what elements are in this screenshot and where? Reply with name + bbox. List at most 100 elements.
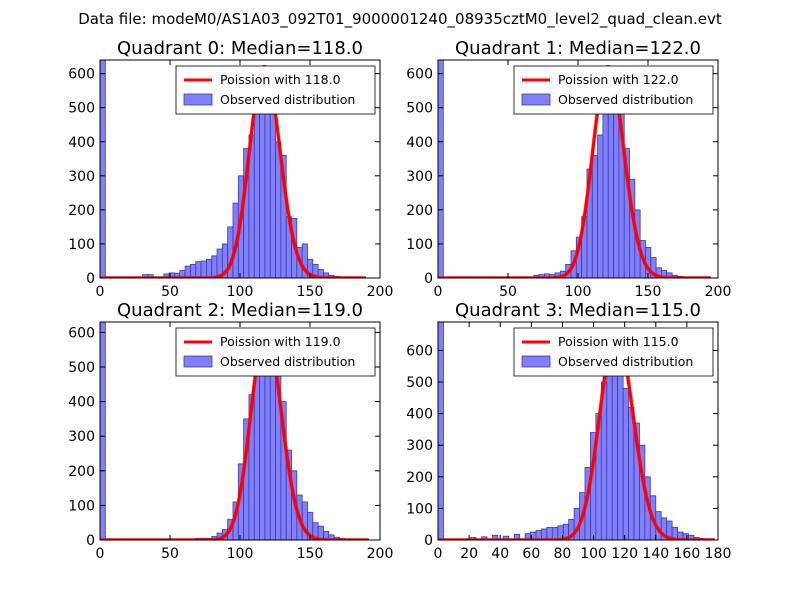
histogram-bar	[602, 86, 609, 278]
quadrant-3-subplot: 0 20 40 60 80 100 120 140 160 1800100200300400500…	[406, 300, 731, 562]
figure-suptitle: Data file: modeM0/AS1A03_092T01_90000012…	[78, 10, 722, 29]
x-tick-label: 100	[227, 284, 254, 300]
y-tick-label: 400	[68, 395, 95, 411]
legend-hist-label: Observed distribution	[220, 354, 355, 369]
quadrant-0-subplot: 0 50 100 150 200 0 100 200 300 400 500 600 Quadrant …	[68, 38, 393, 300]
y-tick-label: 200	[406, 203, 433, 219]
x-tick-label: 200	[367, 284, 394, 300]
histogram-bar	[100, 322, 106, 540]
x-tick-label: 200	[705, 284, 732, 300]
y-tick-label: 300	[68, 169, 95, 185]
x-tick-label: 0	[434, 546, 443, 562]
x-tick-label: 20	[460, 546, 478, 562]
x-tick-label: 40	[491, 546, 509, 562]
x-tick-label: 140	[642, 546, 669, 562]
x-tick-label: 150	[297, 284, 324, 300]
y-tick-label: 500	[406, 101, 433, 117]
poisson-curve	[438, 331, 715, 540]
histogram-bar	[597, 134, 604, 278]
y-tick-label: 300	[406, 169, 433, 185]
legend-hist-swatch	[183, 93, 213, 106]
histogram-bar	[200, 260, 207, 278]
histogram-bar	[269, 359, 276, 540]
y-tick-label: 600	[406, 67, 433, 83]
x-tick-label: 180	[705, 546, 732, 562]
histogram-bar	[100, 60, 106, 278]
y-tick-label: 0	[424, 533, 433, 549]
histogram-bar	[259, 352, 266, 540]
x-tick-label: 150	[635, 284, 662, 300]
x-tick-label: 50	[161, 546, 179, 562]
y-tick-label: 500	[68, 101, 95, 117]
y-tick-label: 0	[86, 271, 95, 287]
histogram-bar	[253, 107, 260, 278]
y-tick-label: 500	[68, 360, 95, 376]
y-tick-label: 100	[68, 237, 95, 253]
x-tick-label: 150	[297, 546, 324, 562]
y-tick-label: 200	[68, 203, 95, 219]
legend-hist-swatch	[521, 93, 551, 106]
legend-box	[513, 327, 714, 377]
x-tick-label: 0	[96, 284, 105, 300]
histogram-bar	[438, 60, 444, 278]
x-tick-label: 100	[580, 546, 607, 562]
x-tick-label: 100	[565, 284, 592, 300]
y-tick-label: 100	[68, 498, 95, 514]
quadrant-2-subplot: 0 50 100 150 200 0 100 200 300 400 500 600 Quadrant …	[68, 300, 393, 562]
y-tick-label: 100	[406, 237, 433, 253]
legend-box	[175, 327, 376, 377]
legend: Poission with 118.0 Observed distribution	[175, 65, 376, 115]
histogram-bar	[211, 255, 218, 278]
histogram-bar	[190, 263, 197, 278]
y-tick-label: 400	[406, 135, 433, 151]
legend: Poission with 115.0 Observed distribution	[513, 327, 714, 377]
x-tick-label: 120	[611, 546, 638, 562]
x-tick-label: 50	[499, 284, 517, 300]
y-tick-label: 100	[406, 501, 433, 517]
legend-curve-label: Poission with 115.0	[558, 334, 679, 349]
y-tick-label: 0	[424, 271, 433, 287]
x-tick-label: 0	[434, 284, 443, 300]
y-tick-label: 300	[406, 438, 433, 454]
legend-curve-label: Poission with 118.0	[220, 72, 341, 87]
y-tick-label: 400	[406, 407, 433, 423]
subplot-title: Quadrant 3: Median=115.0	[455, 300, 701, 321]
legend: Poission with 119.0 Observed distribution	[175, 327, 376, 377]
legend-hist-label: Observed distribution	[558, 92, 693, 107]
quadrant-1-subplot: 0 50 100 150 200 0 100 200 300 400 500 600 Quadrant …	[406, 38, 731, 300]
histogram-bar	[147, 274, 154, 278]
x-tick-label: 160	[674, 546, 701, 562]
x-tick-label: 80	[554, 546, 572, 562]
plot-area	[438, 322, 716, 540]
subplot-title: Quadrant 1: Median=122.0	[455, 38, 701, 59]
histogram-bar	[513, 533, 521, 540]
legend-hist-label: Observed distribution	[220, 92, 355, 107]
legend-hist-swatch	[183, 355, 213, 368]
histogram-bar	[438, 322, 444, 540]
x-tick-label: 100	[227, 546, 254, 562]
y-tick-label: 0	[86, 533, 95, 549]
legend-hist-swatch	[521, 355, 551, 368]
y-tick-label: 600	[68, 67, 95, 83]
axes-frame	[437, 321, 719, 541]
histogram-bar	[195, 261, 202, 278]
histogram-bar	[617, 368, 624, 540]
x-tick-label: 60	[522, 546, 540, 562]
x-tick-label: 200	[367, 546, 394, 562]
y-tick-label: 500	[406, 375, 433, 391]
histogram-bar	[622, 387, 629, 540]
legend-box	[175, 65, 376, 115]
y-tick-label: 400	[68, 135, 95, 151]
y-tick-label: 600	[68, 325, 95, 341]
legend-curve-label: Poission with 122.0	[558, 72, 679, 87]
histogram-bar	[611, 350, 619, 540]
y-tick-label: 600	[406, 343, 433, 359]
legend-box	[513, 65, 714, 115]
legend: Poission with 122.0 Observed distribution	[513, 65, 714, 115]
subplot-title: Quadrant 0: Median=118.0	[117, 38, 363, 59]
x-tick-label: 50	[161, 284, 179, 300]
x-tick-label: 0	[96, 546, 105, 562]
y-tick-label: 300	[68, 429, 95, 445]
legend-curve-label: Poission with 119.0	[220, 334, 341, 349]
